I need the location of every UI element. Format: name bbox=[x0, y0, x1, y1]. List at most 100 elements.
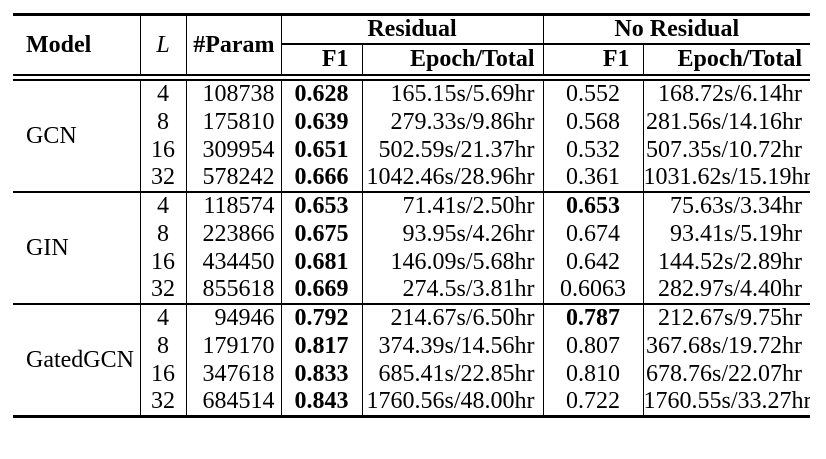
cell-noresidual-epoch: 507.35s/10.72hr bbox=[642, 136, 811, 164]
table-row: 32 684514 0.843 1760.56s/48.00hr 0.722 1760.5… bbox=[13, 388, 811, 417]
cell-residual-f1: 0.669 bbox=[280, 276, 362, 304]
double-rule-gap-cell bbox=[13, 75, 811, 81]
cell-param: 684514 bbox=[185, 388, 281, 417]
cell-param: 855618 bbox=[185, 276, 281, 304]
cell-residual-epoch: 274.5s/3.81hr bbox=[361, 276, 544, 304]
table-row: GCN 4 108738 0.628 165.15s/5.69hr 0.552 168.72… bbox=[13, 80, 811, 149]
cell-noresidual-f1: 0.653 bbox=[542, 191, 644, 220]
model-name: GIN bbox=[13, 191, 140, 304]
cell-noresidual-f1: 0.642 bbox=[542, 248, 644, 276]
table-row: 16 347618 0.833 685.41s/22.85hr 0.810 678.76s… bbox=[13, 360, 811, 388]
cell-residual-epoch: 165.15s/5.69hr bbox=[361, 80, 544, 108]
table-row: 8 179170 0.817 374.39s/14.56hr 0.807 367.68s/… bbox=[13, 332, 811, 360]
cell-residual-f1: 0.666 bbox=[280, 164, 362, 192]
cell-noresidual-epoch: 1031.62s/15.19hr bbox=[642, 164, 811, 192]
table-row: 16 434450 0.681 146.09s/5.68hr 0.642 144.52s/… bbox=[13, 248, 811, 276]
double-rule-gap bbox=[13, 75, 811, 81]
cell-noresidual-f1: 0.361 bbox=[542, 164, 644, 192]
cell-layers: 16 bbox=[139, 248, 186, 276]
cell-layers: 32 bbox=[139, 164, 186, 192]
cell-noresidual-epoch: 678.76s/22.07hr bbox=[642, 360, 811, 388]
cell-noresidual-epoch: 212.67s/9.75hr bbox=[642, 303, 811, 332]
column-header-param: #Param bbox=[185, 14, 281, 76]
cell-residual-f1: 0.792 bbox=[280, 303, 362, 332]
cell-noresidual-epoch: 93.41s/5.19hr bbox=[642, 220, 811, 248]
cell-residual-epoch: 502.59s/21.37hr bbox=[361, 136, 544, 164]
cell-residual-epoch: 71.41s/2.50hr bbox=[361, 191, 544, 220]
table-row: 16 309954 0.651 502.59s/21.37hr 0.532 507.35s… bbox=[13, 136, 811, 164]
cell-layers: 32 bbox=[139, 388, 186, 417]
cell-noresidual-f1: 0.6063 bbox=[542, 276, 644, 304]
table-row: 32 578242 0.666 1042.46s/28.96hr 0.361 1031.6… bbox=[13, 164, 811, 192]
column-header-noresidual-f1: F1 bbox=[542, 44, 644, 76]
cell-layers: 8 bbox=[139, 332, 186, 360]
column-header-model: Model bbox=[13, 14, 140, 76]
column-group-residual: Residual bbox=[280, 14, 544, 45]
model-section-gin: GIN 4 118574 0.653 71.41s/2.50hr 0.653 75.63s/… bbox=[13, 191, 811, 304]
table-row: GatedGCN 4 94946 0.792 214.67s/6.50hr 0.787 21… bbox=[13, 303, 811, 417]
cell-param: 223866 bbox=[185, 220, 281, 248]
cell-noresidual-epoch: 282.97s/4.40hr bbox=[642, 276, 811, 304]
cell-param: 108738 bbox=[185, 80, 281, 108]
cell-noresidual-f1: 0.674 bbox=[542, 220, 644, 248]
header-row-subcolumns: F1 Epoch/Total F1 Epoch/Total bbox=[13, 44, 811, 76]
cell-residual-epoch: 1760.56s/48.00hr bbox=[361, 388, 544, 417]
cell-layers: 8 bbox=[139, 220, 186, 248]
column-header-layers: L bbox=[139, 14, 186, 76]
cell-param: 434450 bbox=[185, 248, 281, 276]
model-section-gcn: GCN 4 108738 0.628 165.15s/5.69hr 0.552 168.72… bbox=[13, 80, 811, 192]
cell-noresidual-epoch: 281.56s/14.16hr bbox=[642, 108, 811, 136]
cell-param: 118574 bbox=[185, 191, 281, 220]
double-rule-gap-row bbox=[13, 75, 811, 81]
cell-residual-f1: 0.681 bbox=[280, 248, 362, 276]
cell-noresidual-f1: 0.810 bbox=[542, 360, 644, 388]
cell-residual-f1: 0.639 bbox=[280, 108, 362, 136]
cell-layers: 8 bbox=[139, 108, 186, 136]
cell-noresidual-f1: 0.552 bbox=[542, 80, 644, 108]
model-name: GCN bbox=[26, 122, 77, 149]
model-name: GatedGCN bbox=[13, 303, 140, 417]
cell-noresidual-epoch: 367.68s/19.72hr bbox=[642, 332, 811, 360]
column-group-no-residual: No Residual bbox=[542, 14, 811, 45]
cell-noresidual-f1: 0.787 bbox=[542, 303, 644, 332]
cell-residual-f1: 0.653 bbox=[280, 191, 362, 220]
cell-param: 94946 bbox=[185, 303, 281, 332]
cell-residual-epoch: 93.95s/4.26hr bbox=[361, 220, 544, 248]
table-row: 32 855618 0.669 274.5s/3.81hr 0.6063 282.97s/… bbox=[13, 276, 811, 304]
cell-param: 309954 bbox=[185, 136, 281, 164]
cell-param: 179170 bbox=[185, 332, 281, 360]
cell-param: 175810 bbox=[185, 108, 281, 136]
table-row: 8 223866 0.675 93.95s/4.26hr 0.674 93.41s/5.1… bbox=[13, 220, 811, 248]
cell-noresidual-epoch: 144.52s/2.89hr bbox=[642, 248, 811, 276]
cell-layers: 16 bbox=[139, 136, 186, 164]
table-row: GIN 4 118574 0.653 71.41s/2.50hr 0.653 75.63s/… bbox=[13, 191, 811, 304]
cell-param: 347618 bbox=[185, 360, 281, 388]
results-table: Model L #Param Residual No Residual F1 E… bbox=[13, 13, 811, 418]
cell-layers: 4 bbox=[139, 80, 186, 108]
cell-residual-epoch: 1042.46s/28.96hr bbox=[361, 164, 544, 192]
cell-residual-epoch: 214.67s/6.50hr bbox=[361, 303, 544, 332]
cell-residual-f1: 0.817 bbox=[280, 332, 362, 360]
table-row: 8 175810 0.639 279.33s/9.86hr 0.568 281.56s/1… bbox=[13, 108, 811, 136]
cell-residual-epoch: 146.09s/5.68hr bbox=[361, 248, 544, 276]
cell-layers: 4 bbox=[139, 191, 186, 220]
cell-residual-f1: 0.843 bbox=[280, 388, 362, 417]
cell-noresidual-epoch: 168.72s/6.14hr bbox=[642, 80, 811, 108]
cell-noresidual-f1: 0.532 bbox=[542, 136, 644, 164]
cell-param: 578242 bbox=[185, 164, 281, 192]
column-header-residual-epoch: Epoch/Total bbox=[361, 44, 544, 76]
column-header-noresidual-epoch: Epoch/Total bbox=[642, 44, 811, 76]
model-section-gatedgcn: GatedGCN 4 94946 0.792 214.67s/6.50hr 0.787 21… bbox=[13, 303, 811, 417]
cell-residual-f1: 0.833 bbox=[280, 360, 362, 388]
cell-noresidual-epoch: 1760.55s/33.27hr bbox=[642, 388, 811, 417]
cell-layers: 16 bbox=[139, 360, 186, 388]
table-header: Model L #Param Residual No Residual F1 E… bbox=[13, 14, 811, 76]
cell-noresidual-epoch: 75.63s/3.34hr bbox=[642, 191, 811, 220]
cell-noresidual-f1: 0.807 bbox=[542, 332, 644, 360]
cell-noresidual-f1: 0.568 bbox=[542, 108, 644, 136]
cell-residual-f1: 0.628 bbox=[280, 80, 362, 108]
header-row-groups: Model L #Param Residual No Residual bbox=[13, 14, 811, 76]
cell-residual-epoch: 685.41s/22.85hr bbox=[361, 360, 544, 388]
cell-residual-epoch: 374.39s/14.56hr bbox=[361, 332, 544, 360]
